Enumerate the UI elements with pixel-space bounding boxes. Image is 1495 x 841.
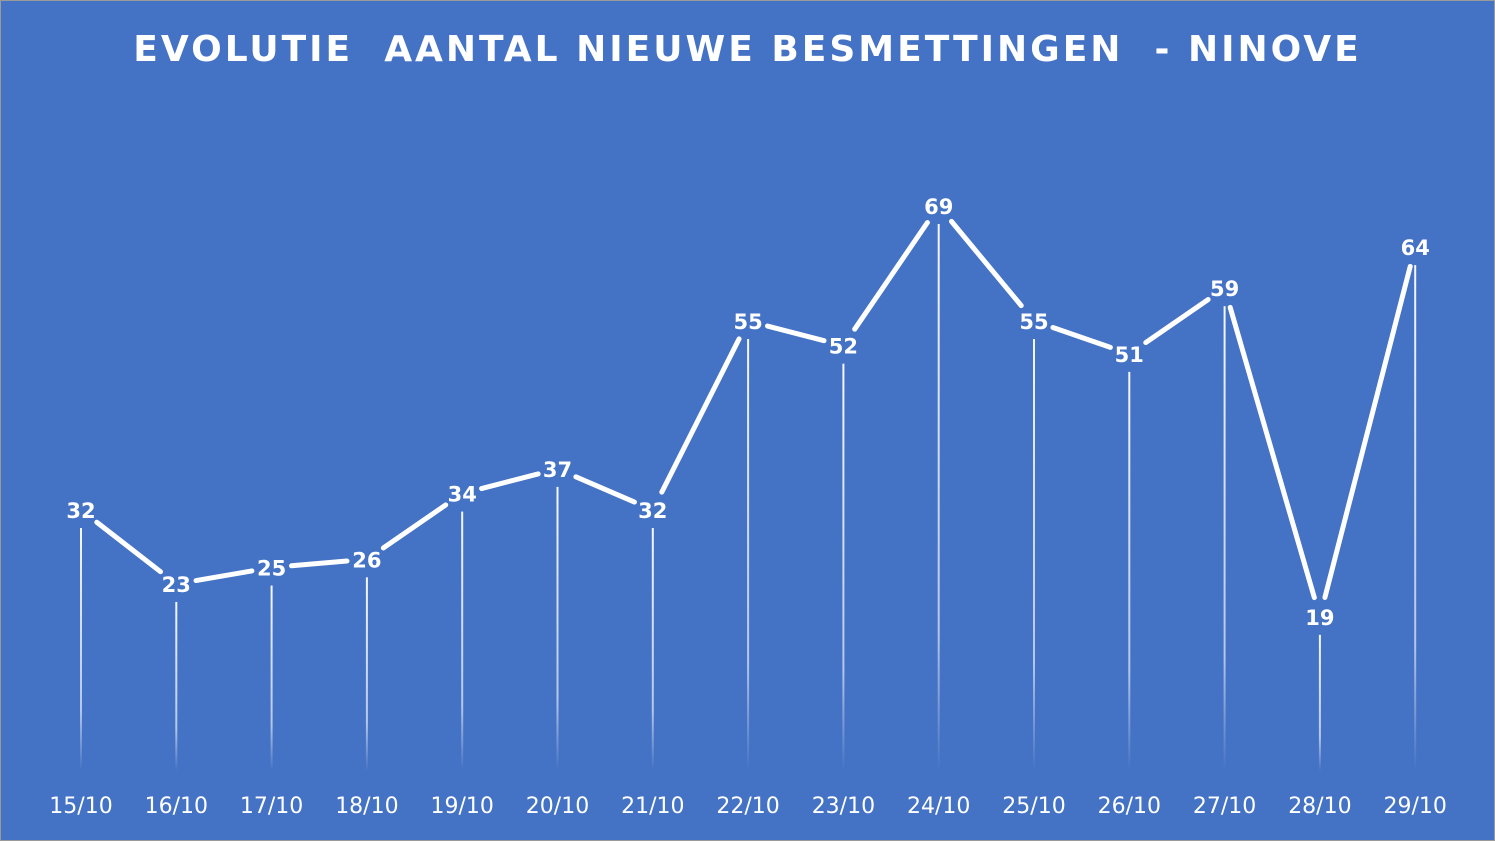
series-line-segment xyxy=(94,519,163,575)
data-label: 69 xyxy=(924,195,953,219)
data-label: 55 xyxy=(1019,310,1048,334)
data-label: 52 xyxy=(829,335,858,359)
x-tick-label: 18/10 xyxy=(335,794,398,819)
series-line-segment xyxy=(1322,263,1413,600)
series-line-segment xyxy=(1227,304,1317,601)
data-label: 37 xyxy=(543,458,572,482)
data-label: 55 xyxy=(733,310,762,334)
x-tick-label: 19/10 xyxy=(430,794,493,819)
data-label: 51 xyxy=(1115,343,1144,367)
drop-line xyxy=(80,528,82,771)
x-tick-label: 29/10 xyxy=(1383,794,1446,819)
drop-line xyxy=(842,363,845,771)
x-tick-label: 26/10 xyxy=(1098,794,1161,819)
data-label: 26 xyxy=(352,548,381,572)
drop-line xyxy=(937,224,940,771)
data-label: 19 xyxy=(1305,606,1334,630)
data-label: 64 xyxy=(1401,236,1430,260)
series-line-segment xyxy=(380,502,449,551)
series-line-segment xyxy=(479,471,541,492)
data-label: 32 xyxy=(66,499,95,523)
drop-line xyxy=(1128,371,1131,771)
data-label: 34 xyxy=(448,483,477,507)
x-tick-label: 22/10 xyxy=(716,794,779,819)
x-tick-label: 15/10 xyxy=(49,794,112,819)
series-line-segment xyxy=(764,323,827,344)
data-label: 23 xyxy=(162,573,191,597)
x-tick-label: 21/10 xyxy=(621,794,684,819)
series-line-segment xyxy=(193,568,255,584)
drop-line xyxy=(461,511,464,771)
series-line-segment xyxy=(289,558,350,569)
x-tick-label: 27/10 xyxy=(1193,794,1256,819)
x-tick-label: 25/10 xyxy=(1002,794,1065,819)
drop-line xyxy=(1223,306,1226,771)
drop-line xyxy=(747,339,750,771)
series-line-segment xyxy=(573,474,637,505)
drop-line xyxy=(175,601,178,771)
series-line-segment xyxy=(659,336,742,495)
data-label: 32 xyxy=(638,499,667,523)
drop-line xyxy=(1318,634,1321,771)
data-label: 25 xyxy=(257,557,286,581)
drop-line xyxy=(556,486,559,771)
x-tick-label: 17/10 xyxy=(240,794,303,819)
x-tick-label: 24/10 xyxy=(907,794,970,819)
drop-line xyxy=(365,577,368,771)
series-line-segment xyxy=(1050,325,1113,350)
drop-line xyxy=(651,528,654,771)
data-label: 59 xyxy=(1210,277,1239,301)
drop-line xyxy=(270,585,273,771)
x-tick-label: 28/10 xyxy=(1288,794,1351,819)
x-tick-label: 23/10 xyxy=(812,794,875,819)
series-line-segment xyxy=(948,218,1024,309)
chart-title: EVOLUTIE AANTAL NIEUWE BESMETTINGEN - NI… xyxy=(133,29,1362,70)
series-line-segment xyxy=(1143,297,1211,346)
drop-line xyxy=(1033,339,1035,771)
series-line-segment xyxy=(852,220,930,332)
x-tick-label: 20/10 xyxy=(526,794,589,819)
drop-line xyxy=(1414,265,1417,771)
x-tick-label: 16/10 xyxy=(145,794,208,819)
